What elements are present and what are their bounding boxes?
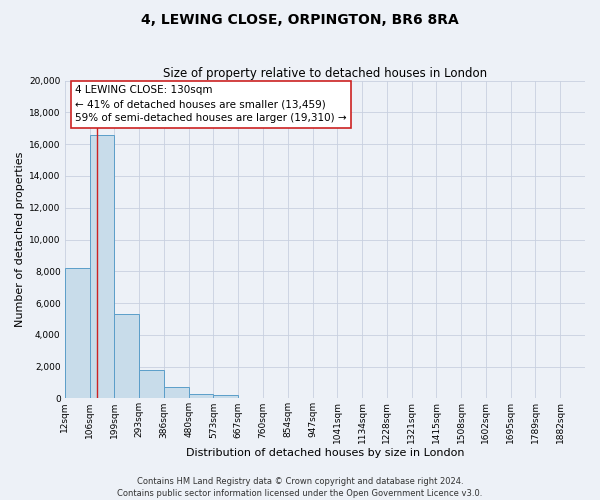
Text: 4, LEWING CLOSE, ORPINGTON, BR6 8RA: 4, LEWING CLOSE, ORPINGTON, BR6 8RA bbox=[141, 12, 459, 26]
Bar bbox=[214, 396, 238, 398]
Bar bbox=[188, 394, 214, 398]
Bar bbox=[139, 370, 164, 398]
Text: 4 LEWING CLOSE: 130sqm
← 41% of detached houses are smaller (13,459)
59% of semi: 4 LEWING CLOSE: 130sqm ← 41% of detached… bbox=[75, 86, 347, 124]
Text: Contains HM Land Registry data © Crown copyright and database right 2024.
Contai: Contains HM Land Registry data © Crown c… bbox=[118, 476, 482, 498]
Bar bbox=[65, 268, 89, 398]
Y-axis label: Number of detached properties: Number of detached properties bbox=[15, 152, 25, 327]
Bar bbox=[115, 314, 139, 398]
Bar bbox=[164, 386, 188, 398]
X-axis label: Distribution of detached houses by size in London: Distribution of detached houses by size … bbox=[185, 448, 464, 458]
Title: Size of property relative to detached houses in London: Size of property relative to detached ho… bbox=[163, 66, 487, 80]
Bar bbox=[89, 134, 115, 398]
